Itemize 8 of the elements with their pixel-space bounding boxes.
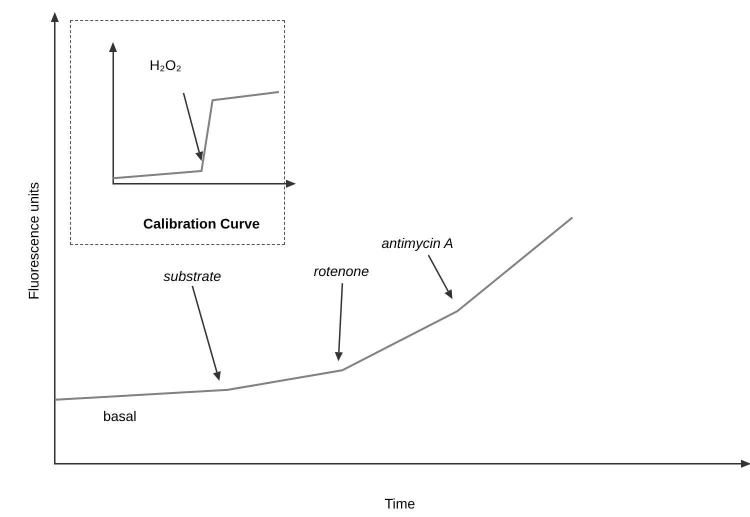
annotation: antimycin A xyxy=(381,235,454,252)
x-axis-title: Time xyxy=(384,495,416,512)
annotation: basal xyxy=(103,408,137,424)
x-axis-title: Calibration Curve xyxy=(143,215,260,232)
y-axis-title: Fluorescence units xyxy=(25,182,42,300)
text: H₂O₂ xyxy=(150,56,182,73)
annotation: substrate xyxy=(164,268,222,284)
annotation: rotenone xyxy=(314,263,370,280)
